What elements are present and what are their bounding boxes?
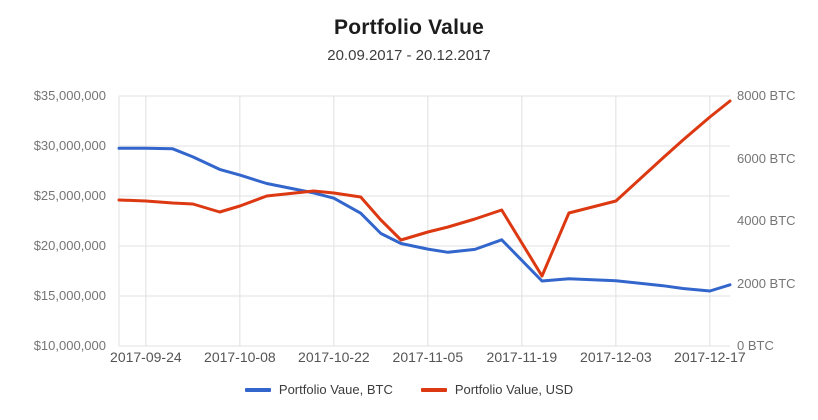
legend-item-btc: Portfolio Vaue, BTC [244,382,393,397]
legend-label: Portfolio Vaue, BTC [278,382,393,397]
x-axis-tick-label: 2017-09-24 [110,349,182,365]
x-axis-tick-label: 2017-12-03 [580,349,652,365]
legend-swatch [420,387,447,392]
series-line-btc [117,146,732,293]
chart-subtitle: 20.09.2017 - 20.12.2017 [327,47,491,64]
x-axis-tick-label: 2017-11-05 [392,349,464,365]
left-axis-tick-label: $15,000,000 [33,288,106,303]
left-axis-tick-label: $30,000,000 [33,138,106,153]
chart-legend: Portfolio Vaue, BTC Portfolio Value, USD [0,382,818,397]
right-axis-tick-label: 4000 BTC [737,213,796,228]
legend-swatch [244,387,271,392]
right-axis-tick-label: 6000 BTC [737,150,796,166]
x-axis-tick-label: 2017-12-17 [674,349,746,365]
chart-title: Portfolio Value [333,16,485,39]
legend-label: Portfolio Value, USD [454,382,574,397]
left-axis-tick-label: $35,000,000 [33,88,106,103]
legend-item-usd: Portfolio Value, USD [420,382,574,397]
right-axis-tick-label: 0 BTC [737,338,774,353]
series-line-usd [117,99,732,278]
right-axis-tick-label: 2000 BTC [737,275,796,291]
x-axis-tick-label: 2017-11-19 [486,349,558,365]
left-axis-tick-label: $25,000,000 [33,188,106,203]
left-axis-tick-label: $20,000,000 [33,238,106,253]
right-axis-tick-label: 8000 BTC [737,88,796,103]
x-axis-tick-label: 2017-10-08 [204,349,276,365]
left-axis-tick-label: $10,000,000 [33,338,106,353]
x-axis-tick-label: 2017-10-22 [298,349,370,365]
